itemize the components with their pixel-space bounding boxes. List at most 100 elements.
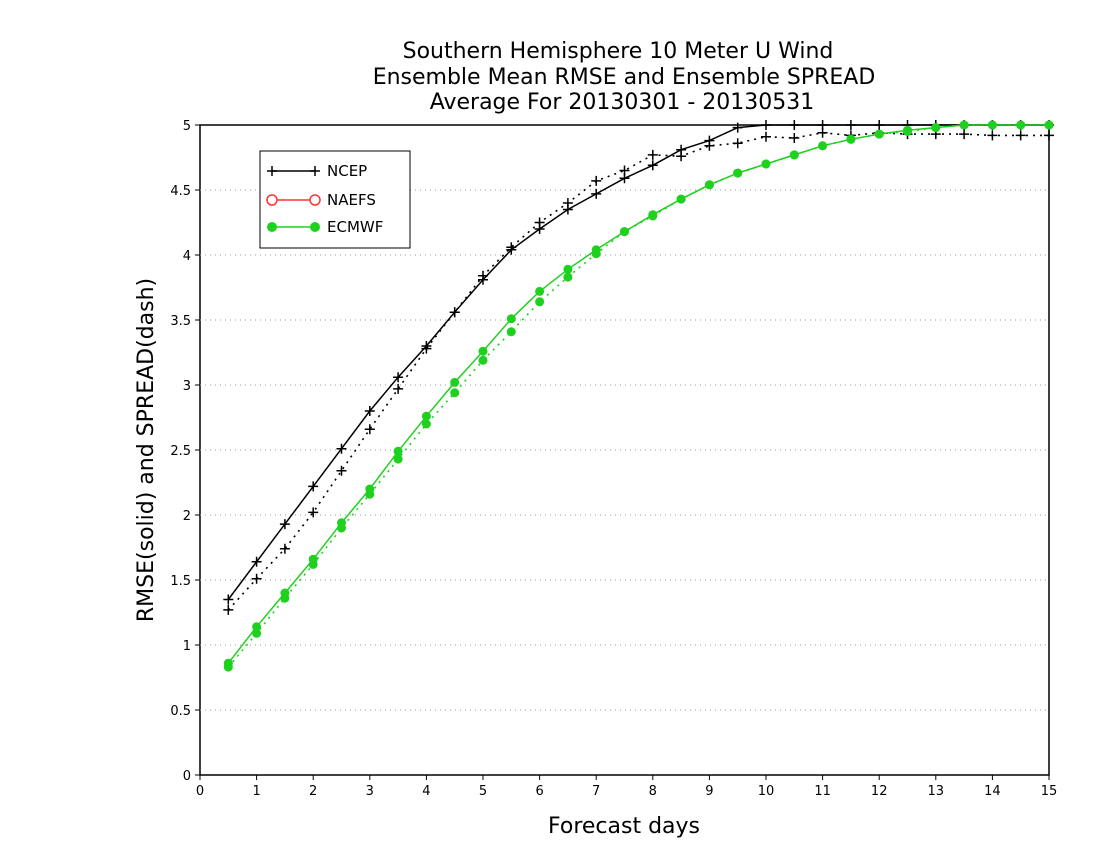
ecmwf-spread-point <box>620 227 629 237</box>
ncep-spread-point <box>478 270 488 281</box>
grid-lines <box>200 189 1049 711</box>
ecmwf-spread-point <box>421 419 431 429</box>
ecmwf-spread-point <box>987 120 997 130</box>
ecmwf-spread-point <box>308 559 318 569</box>
ecmwf-spread-point <box>789 150 799 160</box>
ecmwf-rmse-point <box>450 377 460 387</box>
ecmwf-spread-point <box>252 628 262 638</box>
x-tick-label: 10 <box>758 784 775 799</box>
ncep-spread-point <box>789 133 800 143</box>
ecmwf-spread-point <box>365 489 375 499</box>
ncep-spread-point <box>987 130 998 141</box>
series-layer <box>223 120 1054 672</box>
ecmwf-spread-point <box>393 454 403 464</box>
ecmwf-spread-point <box>506 327 516 337</box>
ncep-spread-point <box>676 151 687 162</box>
ncep-rmse-point <box>845 120 856 130</box>
y-tick-label: 5 <box>183 119 191 134</box>
ecmwf-spread-point <box>648 211 658 221</box>
open-circle-marker-icon <box>309 194 321 206</box>
ecmwf-spread-point <box>676 194 686 204</box>
ncep-spread-point <box>449 307 460 318</box>
ncep-spread-point <box>1044 130 1054 141</box>
y-tick-label: 0 <box>183 769 191 784</box>
ncep-spread-point <box>959 129 970 140</box>
filled-circle-marker-icon <box>310 222 320 232</box>
ncep-spread-point <box>279 543 290 554</box>
ncep-rmse-point <box>647 160 658 171</box>
y-tick-label: 2 <box>183 509 191 524</box>
ncep-rmse-point <box>279 519 290 530</box>
chart-title-line-3: Average For 20130301 - 20130531 <box>430 90 815 115</box>
ncep-rmse-point <box>336 443 347 454</box>
filled-circle-marker-icon <box>267 222 277 232</box>
x-tick-label: 13 <box>928 784 945 799</box>
y-tick-label: 3.5 <box>170 314 191 329</box>
ncep-rmse-point <box>308 481 319 492</box>
ecmwf-spread-point <box>733 168 743 178</box>
ncep-rmse-point <box>251 556 262 567</box>
y-tick-label: 4.5 <box>170 184 191 199</box>
x-tick-label: 5 <box>479 784 487 799</box>
ecmwf-spread-point <box>535 297 545 307</box>
ecmwf-spread-point <box>478 355 488 365</box>
x-tick-label: 9 <box>705 784 713 799</box>
ecmwf-rmse-point <box>252 622 262 632</box>
legend: NCEP NAEFS ECMWF <box>259 150 411 249</box>
x-tick-label: 12 <box>871 784 888 799</box>
chart-title-line-2: Ensemble Mean RMSE and Ensemble SPREAD <box>373 65 876 90</box>
ecmwf-rmse-point <box>421 411 431 421</box>
ncep-spread-point <box>619 165 630 176</box>
x-axis-title: Forecast days <box>548 814 700 839</box>
ecmwf-rmse-point <box>478 346 488 356</box>
ecmwf-rmse-point <box>535 286 545 296</box>
legend-label-naefs: NAEFS <box>327 191 376 209</box>
open-circle-marker-icon <box>266 194 278 206</box>
ecmwf-spread-point <box>761 159 771 169</box>
ncep-rmse-point <box>393 372 404 383</box>
ncep-spread-point <box>223 604 234 615</box>
ncep-spread-point <box>732 138 743 149</box>
legend-label-ecmwf: ECMWF <box>327 218 383 236</box>
plus-marker-icon <box>267 166 320 176</box>
x-tick-label: 4 <box>422 784 430 799</box>
ncep-spread-point <box>506 242 517 253</box>
ecmwf-spread-point <box>280 593 290 603</box>
ecmwf-spread-point <box>959 120 969 130</box>
ecmwf-spread-point <box>223 662 233 672</box>
ncep-spread-point <box>761 131 771 142</box>
ncep-rmse-point <box>364 406 375 416</box>
legend-item-naefs: NAEFS <box>266 191 376 209</box>
ecmwf-spread-point <box>704 180 714 190</box>
ncep-spread-point <box>1015 130 1026 141</box>
ncep-spread-point <box>308 507 319 518</box>
ecmwf-spread-point <box>337 523 346 533</box>
y-tick-label: 3 <box>183 379 191 394</box>
y-tick-label: 1 <box>183 639 191 654</box>
y-tick-label: 0.5 <box>170 704 191 719</box>
ecmwf-rmse-point <box>563 264 573 274</box>
ecmwf-spread-point <box>846 134 856 144</box>
chart-title-line-1: Southern Hemisphere 10 Meter U Wind <box>403 39 834 64</box>
ecmwf-spread-point <box>450 388 460 398</box>
legend-label-ncep: NCEP <box>327 162 367 180</box>
ncep-spread-point <box>336 465 347 476</box>
ncep-rmse-point <box>732 122 743 133</box>
ncep-spread-point <box>647 149 658 160</box>
x-tick-label: 2 <box>309 784 317 799</box>
ecmwf-spread-point <box>903 127 912 136</box>
ncep-spread-point <box>534 217 545 228</box>
axis-ticks: 00.511.522.533.544.550 1 2 3 4 5 6 7 8 9 10 11 12 13 1… <box>170 119 1057 799</box>
x-tick-label: 14 <box>984 784 1001 799</box>
ecmwf-spread-point <box>818 141 828 151</box>
ecmwf-spread-point <box>1044 120 1054 130</box>
ncep-spread-point <box>562 198 573 208</box>
y-tick-label: 4 <box>183 249 191 264</box>
legend-item-ecmwf: ECMWF <box>267 218 383 236</box>
ecmwf-spread-point <box>591 249 601 259</box>
x-tick-label: 15 <box>1041 784 1058 799</box>
ecmwf-rmse-point <box>393 446 403 456</box>
y-axis-title: RMSE(solid) and SPREAD(dash) <box>134 278 159 622</box>
ecmwf-spread-point <box>563 272 573 282</box>
